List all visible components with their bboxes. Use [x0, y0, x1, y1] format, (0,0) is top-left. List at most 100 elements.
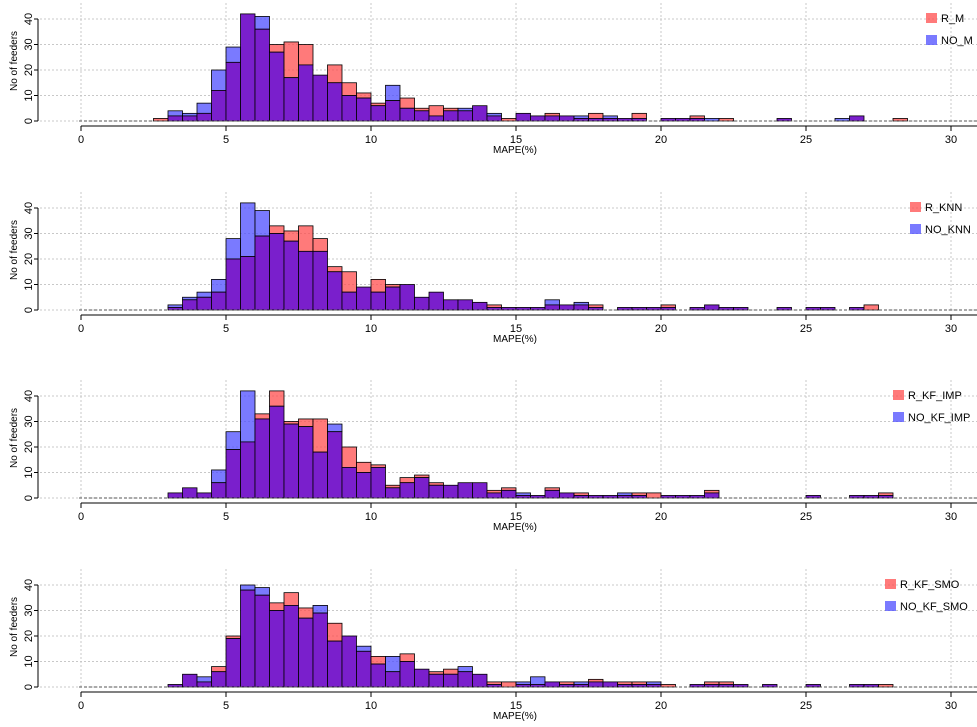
bar-overlap	[689, 307, 705, 311]
x-tick-label: 30	[945, 700, 957, 712]
bar-overlap	[327, 640, 343, 688]
x-tick-label: 25	[800, 134, 812, 146]
bar-overlap	[254, 418, 270, 499]
x-tick-label: 10	[365, 323, 377, 335]
bar-overlap	[225, 258, 241, 311]
bar-overlap	[573, 304, 589, 311]
bar-NO_KNN	[211, 278, 227, 293]
bar-NO_KF_SMO	[457, 666, 473, 673]
x-tick-label: 5	[223, 323, 229, 335]
bar-overlap	[240, 256, 256, 311]
y-tick-label: 20	[23, 253, 35, 265]
x-tick-label: 0	[78, 511, 84, 523]
x-tick-label: 20	[655, 511, 667, 523]
bar-R_KF_SMO	[298, 607, 314, 619]
bar-overlap	[167, 492, 183, 499]
bar-overlap	[544, 304, 560, 311]
bar-overlap	[283, 605, 299, 688]
bar-overlap	[472, 673, 488, 688]
bar-overlap	[196, 296, 212, 311]
bar-NO_KNN	[544, 299, 560, 306]
bar-overlap	[356, 97, 372, 122]
bar-overlap	[689, 495, 705, 499]
bar-overlap	[225, 61, 241, 122]
bar-overlap	[559, 304, 575, 311]
bar-R_KF_IMP	[399, 477, 415, 484]
x-tick-label: 25	[800, 511, 812, 523]
bar-NO_KF_IMP	[327, 423, 343, 433]
bar-overlap	[689, 684, 705, 688]
bar-overlap	[544, 489, 560, 499]
bar-NO_M	[385, 84, 401, 102]
x-tick-label: 0	[78, 134, 84, 146]
bar-overlap	[341, 635, 357, 688]
bar-overlap	[225, 638, 241, 688]
bar-overlap	[211, 291, 227, 311]
y-tick-label: 10	[23, 278, 35, 290]
x-tick-label: 20	[655, 134, 667, 146]
bar-overlap	[385, 286, 401, 311]
bar-overlap	[254, 28, 270, 122]
y-axis-title: No of feeders	[9, 31, 20, 91]
bar-NO_KNN	[240, 202, 256, 257]
y-tick-label: 40	[23, 390, 35, 402]
x-tick-label: 10	[365, 134, 377, 146]
legend-label-R_KF_SMO: R_KF_SMO	[900, 579, 960, 591]
bar-R_M	[399, 97, 415, 109]
bar-overlap	[515, 307, 531, 311]
bar-overlap	[457, 671, 473, 688]
bar-overlap	[385, 487, 401, 499]
bar-NO_KNN	[196, 291, 212, 298]
bar-NO_M	[196, 102, 212, 114]
bar-R_M	[501, 118, 517, 122]
bar-overlap	[269, 405, 285, 499]
y-axis-title: No of feeders	[9, 220, 20, 280]
x-tick-label: 5	[223, 511, 229, 523]
bar-overlap	[486, 492, 502, 499]
bar-R_KF_SMO	[370, 656, 386, 665]
legend-label-R_M: R_M	[941, 13, 964, 25]
bar-overlap	[660, 307, 676, 311]
legend-label-NO_M: NO_M	[941, 35, 973, 47]
bar-overlap	[443, 484, 459, 499]
bar-NO_KF_SMO	[254, 587, 270, 596]
bar-NO_M	[225, 46, 241, 63]
bar-overlap	[283, 423, 299, 499]
bar-R_KF_SMO	[443, 668, 459, 675]
bar-overlap	[283, 240, 299, 311]
bar-overlap	[312, 451, 328, 499]
bar-R_KF_IMP	[646, 492, 662, 499]
bar-R_KF_SMO	[501, 681, 517, 688]
legend-swatch-NO_M	[926, 35, 937, 45]
x-tick-label: 15	[510, 700, 522, 712]
legend-label-NO_KF_SMO: NO_KF_SMO	[900, 601, 968, 613]
bar-R_KNN	[312, 238, 328, 252]
bar-overlap	[327, 271, 343, 311]
bar-R_M	[341, 82, 357, 96]
bar-overlap	[646, 307, 662, 311]
bar-overlap	[370, 466, 386, 499]
bar-overlap	[849, 115, 865, 122]
bar-overlap	[530, 115, 546, 122]
bar-overlap	[602, 681, 618, 688]
bar-overlap	[805, 307, 821, 311]
bar-overlap	[501, 489, 517, 499]
y-tick-label: 30	[23, 227, 35, 239]
bar-overlap	[457, 299, 473, 311]
bar-R_KF_SMO	[283, 592, 299, 606]
bar-R_KF_IMP	[269, 390, 285, 407]
bar-R_KNN	[327, 266, 343, 273]
bar-overlap	[196, 492, 212, 499]
bar-overlap	[805, 684, 821, 688]
bar-R_M	[631, 112, 647, 119]
bar-NO_M	[254, 16, 270, 30]
bar-overlap	[704, 304, 720, 311]
bar-overlap	[660, 118, 676, 122]
bar-overlap	[312, 250, 328, 311]
bar-overlap	[269, 610, 285, 688]
bar-R_M	[356, 92, 372, 99]
bar-overlap	[414, 296, 430, 311]
bar-NO_KF_SMO	[312, 605, 328, 614]
